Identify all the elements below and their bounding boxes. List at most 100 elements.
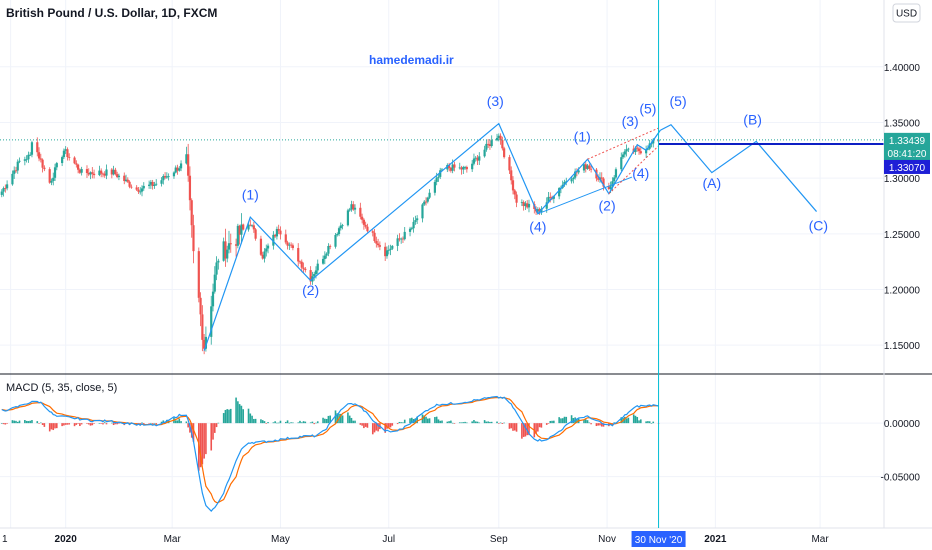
macd-histogram-bar xyxy=(79,423,81,427)
candle xyxy=(499,133,502,145)
channel-line xyxy=(608,145,659,195)
candle xyxy=(247,223,250,232)
candle xyxy=(162,174,165,185)
macd-histogram-bar xyxy=(535,423,537,434)
macd-histogram-bar xyxy=(41,423,44,425)
candle xyxy=(384,242,387,261)
macd-histogram-bar xyxy=(100,423,102,424)
macd-histogram-bar xyxy=(80,423,83,425)
candle xyxy=(483,145,486,158)
macd-histogram-bar xyxy=(215,423,218,428)
candle xyxy=(263,248,266,263)
candle xyxy=(277,224,280,235)
macd-histogram-bar xyxy=(292,422,294,424)
price-tick-label: 1.40000 xyxy=(884,63,921,74)
macd-histogram-bar xyxy=(375,423,378,431)
wave-label: (B) xyxy=(743,112,762,128)
candle xyxy=(64,146,67,155)
currency-button[interactable]: USD xyxy=(892,3,921,23)
macd-histogram-bar xyxy=(228,409,230,424)
candle xyxy=(337,226,341,237)
candle xyxy=(353,204,357,215)
candle xyxy=(163,172,167,180)
candle xyxy=(410,226,413,231)
candle xyxy=(179,160,183,172)
time-tick-label: 1 xyxy=(2,534,8,545)
candle xyxy=(513,188,516,200)
candle xyxy=(124,174,128,183)
macd-histogram-bar xyxy=(588,422,591,424)
candle xyxy=(242,223,245,231)
candle xyxy=(41,158,44,173)
candle xyxy=(373,229,376,243)
macd-histogram-bar xyxy=(624,416,626,424)
candle xyxy=(62,148,66,160)
candle xyxy=(101,172,105,178)
macd-histogram-bar xyxy=(565,416,568,424)
macd-histogram-bar xyxy=(498,423,500,424)
candle xyxy=(210,295,213,345)
macd-histogram-bar xyxy=(476,421,479,424)
candle xyxy=(261,251,264,260)
macd-histogram-bar xyxy=(276,422,278,424)
macd-histogram-bar xyxy=(222,413,225,424)
candle xyxy=(176,164,179,175)
candle xyxy=(11,170,14,186)
candle xyxy=(336,232,339,237)
macd-histogram-bar xyxy=(274,421,276,424)
candle xyxy=(114,167,117,176)
candle xyxy=(584,162,587,173)
macd-histogram-bar xyxy=(260,419,262,424)
time-tick-label: 2021 xyxy=(704,534,727,545)
candle xyxy=(224,228,227,267)
macd-histogram-bar xyxy=(620,417,623,424)
macd-histogram-bar xyxy=(311,421,314,424)
macd-histogram-bar xyxy=(176,420,179,424)
candle xyxy=(620,152,623,172)
macd-histogram-bar xyxy=(98,423,101,424)
countdown-text: 08:41:20 xyxy=(888,149,927,160)
candle xyxy=(213,266,216,294)
candle xyxy=(309,266,312,285)
macd-histogram-bar xyxy=(549,420,552,424)
macd-histogram-bar xyxy=(453,423,456,424)
macd-histogram-bar xyxy=(56,423,58,429)
candle xyxy=(408,226,412,237)
macd-histogram-bar xyxy=(586,420,589,424)
candle xyxy=(471,160,474,172)
macd-histogram-bar xyxy=(634,415,637,424)
macd-histogram-bar xyxy=(590,423,592,425)
candle xyxy=(297,243,300,267)
candle xyxy=(4,184,7,193)
candle xyxy=(128,180,131,189)
macd-histogram-bar xyxy=(570,415,573,424)
macd-histogram-bar xyxy=(398,421,401,424)
wave-label: (5) xyxy=(639,101,656,117)
candle xyxy=(192,214,195,264)
candle xyxy=(375,236,378,248)
macd-histogram-bar xyxy=(489,421,491,424)
candle xyxy=(423,200,426,206)
wave-label: (4) xyxy=(529,219,546,235)
candle xyxy=(266,243,270,254)
macd-histogram-bar xyxy=(446,421,449,424)
macd-histogram-bar xyxy=(43,423,46,427)
macd-histogram-bar xyxy=(86,423,88,424)
candle xyxy=(474,156,477,162)
macd-histogram-bar xyxy=(647,421,649,424)
macd-histogram-bar xyxy=(116,423,118,425)
candle xyxy=(14,166,18,173)
candle xyxy=(236,223,239,249)
candle xyxy=(465,165,468,173)
candle xyxy=(117,173,121,181)
candle xyxy=(27,151,30,163)
macd-histogram-bar xyxy=(558,417,560,424)
macd-histogram-bar xyxy=(340,413,342,424)
macd-histogram-bar xyxy=(299,420,301,424)
candle xyxy=(98,165,101,177)
candle xyxy=(366,223,369,233)
candle xyxy=(185,146,188,165)
macd-histogram-bar xyxy=(93,423,95,424)
macd-histogram-bar xyxy=(160,421,163,424)
